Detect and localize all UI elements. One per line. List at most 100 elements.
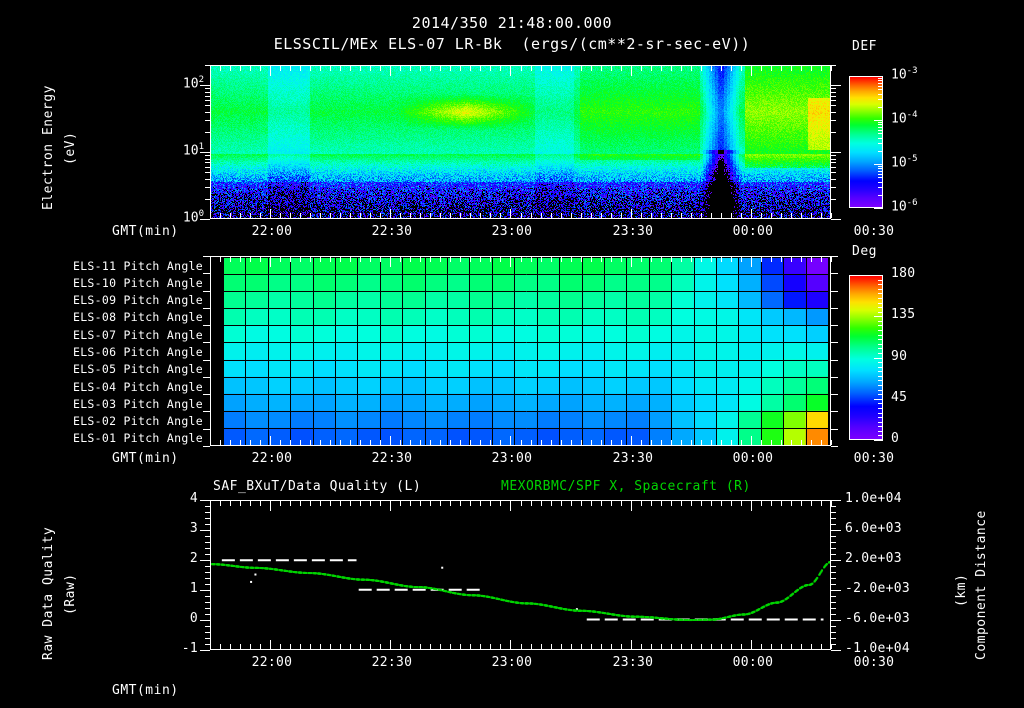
tick-mark [203, 342, 210, 344]
tick-mark [640, 644, 642, 649]
tick-mark [205, 162, 210, 164]
electron-energy-spectrogram-panel[interactable] [210, 65, 831, 219]
tick-mark [240, 257, 242, 262]
panel3-xtick-label: 23:00 [491, 655, 533, 670]
tick-mark [831, 111, 836, 113]
tick-mark [878, 385, 883, 386]
panel1-xlabel: GMT(min) [112, 224, 179, 239]
tick-mark [470, 501, 472, 506]
tick-mark [650, 257, 652, 262]
tick-mark [831, 596, 836, 597]
tick-mark [831, 95, 836, 97]
tick-mark [740, 501, 742, 506]
tick-mark [480, 440, 482, 445]
tick-mark [831, 530, 841, 531]
tick-mark [831, 158, 836, 160]
tick-mark [630, 501, 632, 511]
tick-mark [370, 66, 372, 71]
tick-mark [670, 257, 672, 262]
tick-mark [878, 284, 883, 286]
tick-mark [510, 66, 512, 76]
tick-mark [510, 639, 512, 649]
tick-mark [210, 501, 211, 506]
tick-mark [205, 105, 210, 107]
data-quality-distance-panel[interactable] [210, 500, 831, 650]
pitch-angle-panel[interactable] [210, 256, 831, 446]
tick-mark [370, 440, 372, 445]
tick-mark [500, 644, 502, 649]
tick-mark [831, 572, 836, 573]
panel3-right-ytick-label: -6.0e+03 [845, 611, 911, 626]
tick-mark [280, 644, 282, 649]
panel3-right-ytick-label: 6.0e+03 [845, 521, 902, 536]
tick-mark [878, 430, 883, 432]
tick-mark [203, 411, 210, 413]
tick-mark [510, 501, 512, 511]
tick-mark [831, 506, 836, 507]
tick-mark [270, 639, 272, 649]
tick-mark [831, 644, 832, 649]
tick-mark [205, 198, 210, 200]
panel3-xlabel: GMT(min) [112, 683, 179, 698]
panel2-xlabel: GMT(min) [112, 451, 179, 466]
tick-mark [560, 213, 562, 218]
colorbar2-tick-label: 45 [891, 389, 908, 405]
tick-mark [610, 644, 612, 649]
tick-mark [831, 578, 836, 579]
tick-mark [610, 440, 612, 445]
tick-mark [205, 632, 210, 633]
tick-mark [610, 257, 612, 262]
tick-mark [205, 602, 210, 603]
tick-mark [700, 644, 702, 649]
tick-mark [790, 440, 792, 445]
tick-mark [831, 512, 836, 513]
tick-mark [810, 213, 812, 218]
tick-mark [400, 440, 402, 445]
tick-mark [650, 644, 652, 649]
tick-mark [200, 560, 210, 561]
tick-mark [878, 403, 883, 405]
tick-mark [205, 187, 210, 189]
tick-mark [878, 99, 883, 100]
tick-mark [390, 435, 392, 445]
tick-mark [831, 644, 836, 645]
tick-mark [590, 213, 592, 218]
tick-mark [260, 644, 262, 649]
tick-mark [878, 412, 883, 414]
tick-mark [205, 578, 210, 579]
tick-mark [670, 501, 672, 506]
tick-mark [660, 257, 662, 262]
tick-mark [878, 421, 883, 423]
tick-mark [878, 168, 883, 170]
tick-mark [790, 66, 792, 71]
tick-mark [878, 325, 883, 327]
tick-mark [205, 131, 210, 133]
tick-mark [390, 639, 392, 649]
tick-mark [831, 342, 838, 344]
tick-mark [205, 608, 210, 609]
tick-mark [290, 440, 292, 445]
tick-mark [700, 213, 702, 218]
panel3-xtick-label: 23:30 [612, 655, 654, 670]
tick-mark [874, 275, 883, 276]
tick-mark [290, 644, 292, 649]
tick-mark [490, 644, 492, 649]
panel1-ytick-label: 102 [182, 75, 204, 92]
tick-mark [831, 548, 836, 549]
tick-mark [831, 626, 836, 627]
tick-mark [260, 257, 262, 262]
tick-mark [430, 66, 432, 71]
tick-mark [205, 638, 210, 639]
tick-mark [878, 307, 883, 309]
tick-mark [878, 170, 883, 172]
colorbar1-title: DEF [852, 39, 877, 54]
panel3-ylabel-left-line2: (Raw) [63, 573, 78, 615]
page-title: 2014/350 21:48:00.000 [411, 14, 613, 32]
tick-mark [290, 213, 292, 218]
tick-mark [340, 644, 342, 649]
tick-mark [580, 257, 582, 262]
tick-mark [740, 440, 742, 445]
tick-mark [500, 501, 502, 506]
tick-mark [878, 389, 883, 391]
tick-mark [780, 213, 782, 218]
